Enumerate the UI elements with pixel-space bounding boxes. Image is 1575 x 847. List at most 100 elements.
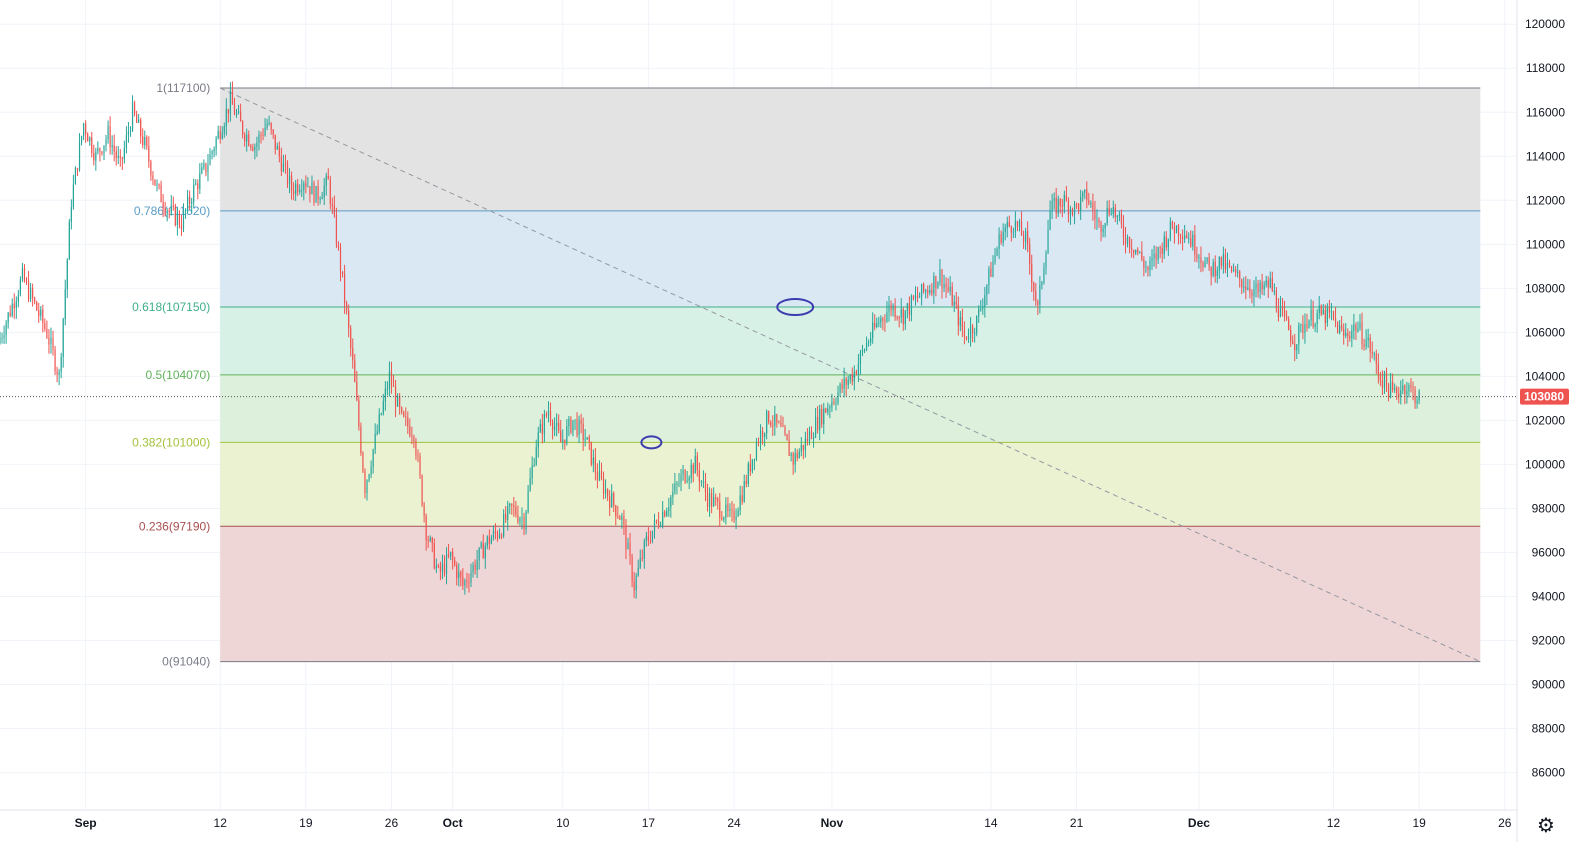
candle-body — [50, 337, 52, 345]
candle-body — [725, 504, 727, 518]
candle-body — [831, 401, 833, 408]
candle-body — [529, 478, 531, 491]
candle-body — [66, 259, 68, 290]
candle-body — [235, 112, 238, 115]
candle-body — [639, 558, 641, 568]
y-tick-label: 88000 — [1532, 722, 1566, 736]
candle-body — [1265, 280, 1267, 285]
candle-body — [912, 296, 915, 300]
candle-body — [1082, 192, 1084, 197]
candle-body — [637, 567, 639, 576]
candle-body — [747, 463, 749, 484]
gear-icon[interactable]: ⚙ — [1537, 815, 1555, 837]
candle-body — [13, 303, 15, 309]
candle-body — [1294, 343, 1296, 351]
candle-body — [201, 167, 203, 174]
candle-body — [598, 470, 601, 481]
candle-body — [1151, 258, 1153, 261]
candle-body — [641, 558, 643, 560]
candle-body — [142, 136, 144, 146]
candle-body — [1126, 237, 1129, 244]
fib-level-label: 1(117100) — [156, 81, 210, 95]
candle-body — [1312, 309, 1314, 327]
candle-body — [662, 511, 664, 526]
candle-body — [821, 408, 823, 425]
candle-body — [1057, 198, 1059, 214]
candle-body — [1212, 261, 1214, 276]
fib-zone — [220, 210, 1481, 308]
candle-body — [1326, 306, 1328, 324]
candle-body — [1387, 384, 1390, 398]
candle-body — [180, 224, 183, 230]
fibonacci-retracement[interactable]: 1(117100) 0.786(111520) 0.618(107150) 0.5(1… — [132, 81, 1481, 669]
candle-body — [460, 571, 462, 577]
candle-body — [374, 433, 376, 450]
candle-body — [1251, 292, 1253, 296]
fib-level-label: 0.786(111520) — [134, 204, 210, 218]
candle-body — [808, 431, 811, 442]
candle-body — [741, 495, 743, 502]
candle-body — [584, 439, 586, 441]
y-tick-label: 114000 — [1526, 149, 1565, 163]
candle-body — [1196, 254, 1198, 258]
candle-body — [1165, 236, 1167, 248]
candle-body — [456, 565, 458, 579]
x-tick-label: Nov — [821, 816, 844, 830]
candle-body — [1310, 309, 1312, 321]
candle-body — [1112, 207, 1114, 214]
candle-body — [1273, 290, 1275, 292]
candle-body — [1341, 325, 1343, 329]
candle-body — [413, 436, 415, 442]
candle-body — [445, 554, 448, 574]
candle-body — [918, 296, 921, 298]
candle-body — [458, 571, 460, 579]
candle-body — [1004, 227, 1006, 232]
candle-body — [1281, 306, 1284, 311]
candle-body — [715, 497, 717, 499]
candle-body — [372, 449, 374, 467]
candle-body — [156, 184, 158, 186]
candle-body — [1161, 248, 1163, 254]
candle-body — [101, 151, 103, 154]
candle-body — [333, 205, 335, 216]
candle-body — [394, 386, 397, 407]
candle-body — [586, 437, 588, 440]
candle-body — [437, 565, 439, 567]
candle-body — [784, 426, 786, 435]
candle-body — [284, 163, 287, 165]
candle-body — [327, 175, 329, 180]
candle-body — [613, 493, 615, 506]
candle-body — [1184, 235, 1186, 240]
candle-body — [1018, 221, 1021, 227]
candle-body — [655, 520, 658, 522]
candle-body — [1253, 288, 1255, 296]
current-price-badge — [1520, 388, 1569, 405]
candle-body — [409, 426, 411, 436]
candle-body — [684, 470, 686, 482]
candle-body — [986, 285, 988, 296]
candle-body — [244, 134, 246, 142]
candle-body — [484, 545, 486, 559]
candle-body — [417, 455, 419, 457]
candle-body — [745, 481, 747, 484]
candlestick-series — [0, 81, 1420, 599]
candle-body — [619, 517, 621, 520]
candle-body — [531, 465, 533, 479]
candle-body — [464, 580, 466, 586]
candle-body — [29, 288, 32, 300]
candle-body — [427, 540, 429, 542]
candle-body — [27, 281, 30, 300]
candle-body — [1069, 208, 1072, 215]
candle-body — [1124, 237, 1127, 244]
candle-body — [731, 509, 733, 511]
candle-body — [89, 137, 91, 142]
candle-body — [1232, 269, 1235, 271]
candle-body — [841, 383, 843, 389]
candle-body — [496, 533, 499, 538]
candle-body — [1398, 393, 1400, 397]
candle-body — [1389, 382, 1392, 398]
candle-body — [511, 503, 513, 506]
candle-body — [17, 294, 19, 302]
